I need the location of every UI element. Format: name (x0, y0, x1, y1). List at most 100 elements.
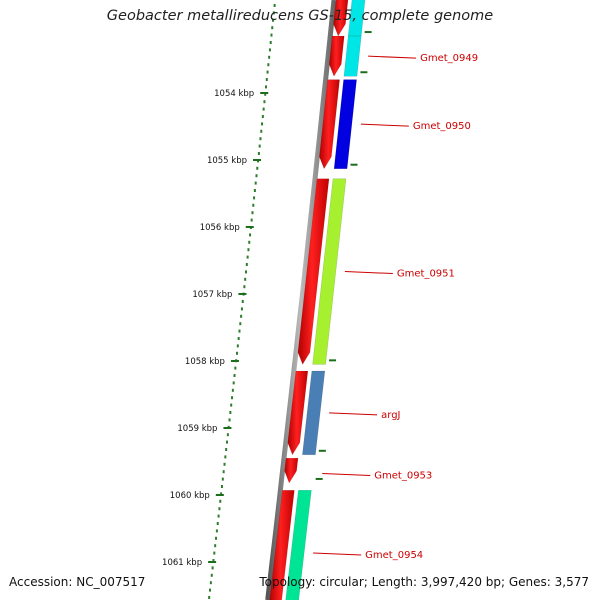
gene-arrow[interactable] (284, 457, 299, 484)
scale-tick (215, 494, 224, 496)
scale-tick (253, 159, 262, 161)
gene-feature-band[interactable] (302, 370, 326, 456)
genome-summary-text: Topology: circular; Length: 3,997,420 bp… (259, 575, 589, 589)
gene-label[interactable]: Gmet_0949 (420, 53, 478, 64)
scale-tick-label: 1059 kbp (177, 424, 217, 434)
ring-dot (230, 403, 233, 407)
ring-dot (263, 100, 266, 104)
ring-dot (250, 218, 253, 222)
gene-end-tick (315, 477, 323, 480)
scale-tick-label: 1060 kbp (170, 491, 210, 501)
ring-dot (209, 581, 212, 585)
ring-dot (267, 63, 270, 67)
gene-end-tick (350, 163, 358, 166)
ring-dot (233, 374, 236, 377)
gene-feature-band[interactable] (347, 0, 366, 37)
ring-dot (271, 26, 274, 30)
ring-dot (243, 285, 246, 289)
ring-dot (240, 314, 243, 318)
gene-label[interactable]: Gmet_0954 (365, 550, 423, 561)
ring-dot (231, 388, 234, 392)
gene-leader-line (322, 473, 371, 477)
gene-arrow[interactable] (333, 0, 349, 37)
ring-dot (253, 196, 256, 200)
gene-end-tick (318, 449, 326, 452)
gene-feature-band[interactable] (284, 490, 312, 600)
ring-dot (251, 211, 254, 215)
gene-arrow[interactable] (287, 370, 309, 456)
ring-dot (257, 152, 260, 155)
scale-tick-label: 1055 kbp (207, 156, 247, 166)
gene-leader-line (329, 412, 378, 416)
ring-dot (241, 300, 244, 303)
gene-leader-line (360, 123, 409, 127)
gene-feature-band[interactable] (312, 178, 347, 365)
ring-dot (224, 455, 227, 459)
genome-backbone (265, 0, 337, 600)
ring-dot (245, 263, 248, 266)
gene-arrow[interactable] (297, 178, 330, 365)
gene-leader-line (313, 552, 362, 556)
scale-tick (245, 226, 254, 228)
ring-dot (220, 492, 223, 496)
gene-feature-band[interactable] (333, 79, 357, 169)
ring-dot (216, 522, 219, 525)
scale-tick (238, 293, 247, 295)
ring-dot (258, 144, 261, 148)
ring-dot (228, 418, 231, 422)
ring-dot (266, 70, 269, 74)
ring-dot (269, 41, 272, 44)
ring-dot (236, 344, 239, 348)
ring-dot (215, 536, 218, 540)
gene-arrow[interactable] (328, 35, 345, 77)
gene-label[interactable]: argJ (381, 410, 400, 421)
ring-dot (265, 85, 268, 89)
scale-tick (208, 561, 217, 563)
gene-arrow[interactable] (319, 79, 340, 170)
ring-dot (260, 129, 263, 133)
ring-dot (212, 559, 215, 562)
scale-tick (223, 427, 232, 429)
gene-end-tick (329, 359, 337, 362)
ring-dot (211, 566, 214, 570)
ring-dot (219, 499, 222, 503)
ring-dot (244, 277, 247, 281)
gene-feature-band[interactable] (343, 35, 362, 77)
ring-dot (231, 396, 234, 400)
ring-dot (234, 366, 237, 370)
gene-label[interactable]: Gmet_0953 (374, 471, 432, 482)
map-title: Geobacter metallireducens GS-15, complet… (106, 8, 494, 24)
gene-arrow[interactable] (269, 490, 295, 600)
ring-dot (272, 11, 275, 15)
ring-dot (259, 137, 262, 141)
ring-dot (272, 18, 275, 22)
ring-dot (261, 122, 264, 126)
ring-dot (223, 462, 226, 466)
ring-dot (217, 514, 220, 518)
accession-text: Accession: NC_007517 (9, 575, 146, 589)
ring-dot (235, 351, 238, 355)
ring-dot (249, 233, 252, 237)
scale-tick-label: 1054 kbp (214, 89, 254, 99)
ring-dot (256, 166, 259, 170)
ring-dot (232, 381, 235, 385)
ring-dot (240, 307, 243, 311)
ring-dot (264, 92, 267, 96)
scale-tick-label: 1058 kbp (185, 357, 225, 367)
gene-label[interactable]: Gmet_0950 (413, 121, 471, 132)
ring-dot (245, 270, 248, 274)
ring-dot (214, 544, 217, 548)
scale-tick (230, 360, 239, 362)
ring-dot (208, 596, 211, 599)
gene-label[interactable]: Gmet_0951 (397, 269, 455, 280)
ring-dot (222, 470, 225, 474)
gene-end-tick (360, 71, 368, 74)
ring-dot (209, 588, 212, 592)
gene-leader-line (368, 55, 417, 59)
ring-dot (270, 33, 273, 37)
ring-dot (253, 189, 256, 192)
ring-dot (215, 529, 218, 533)
ring-dot (262, 107, 265, 111)
ring-dot (226, 433, 229, 437)
